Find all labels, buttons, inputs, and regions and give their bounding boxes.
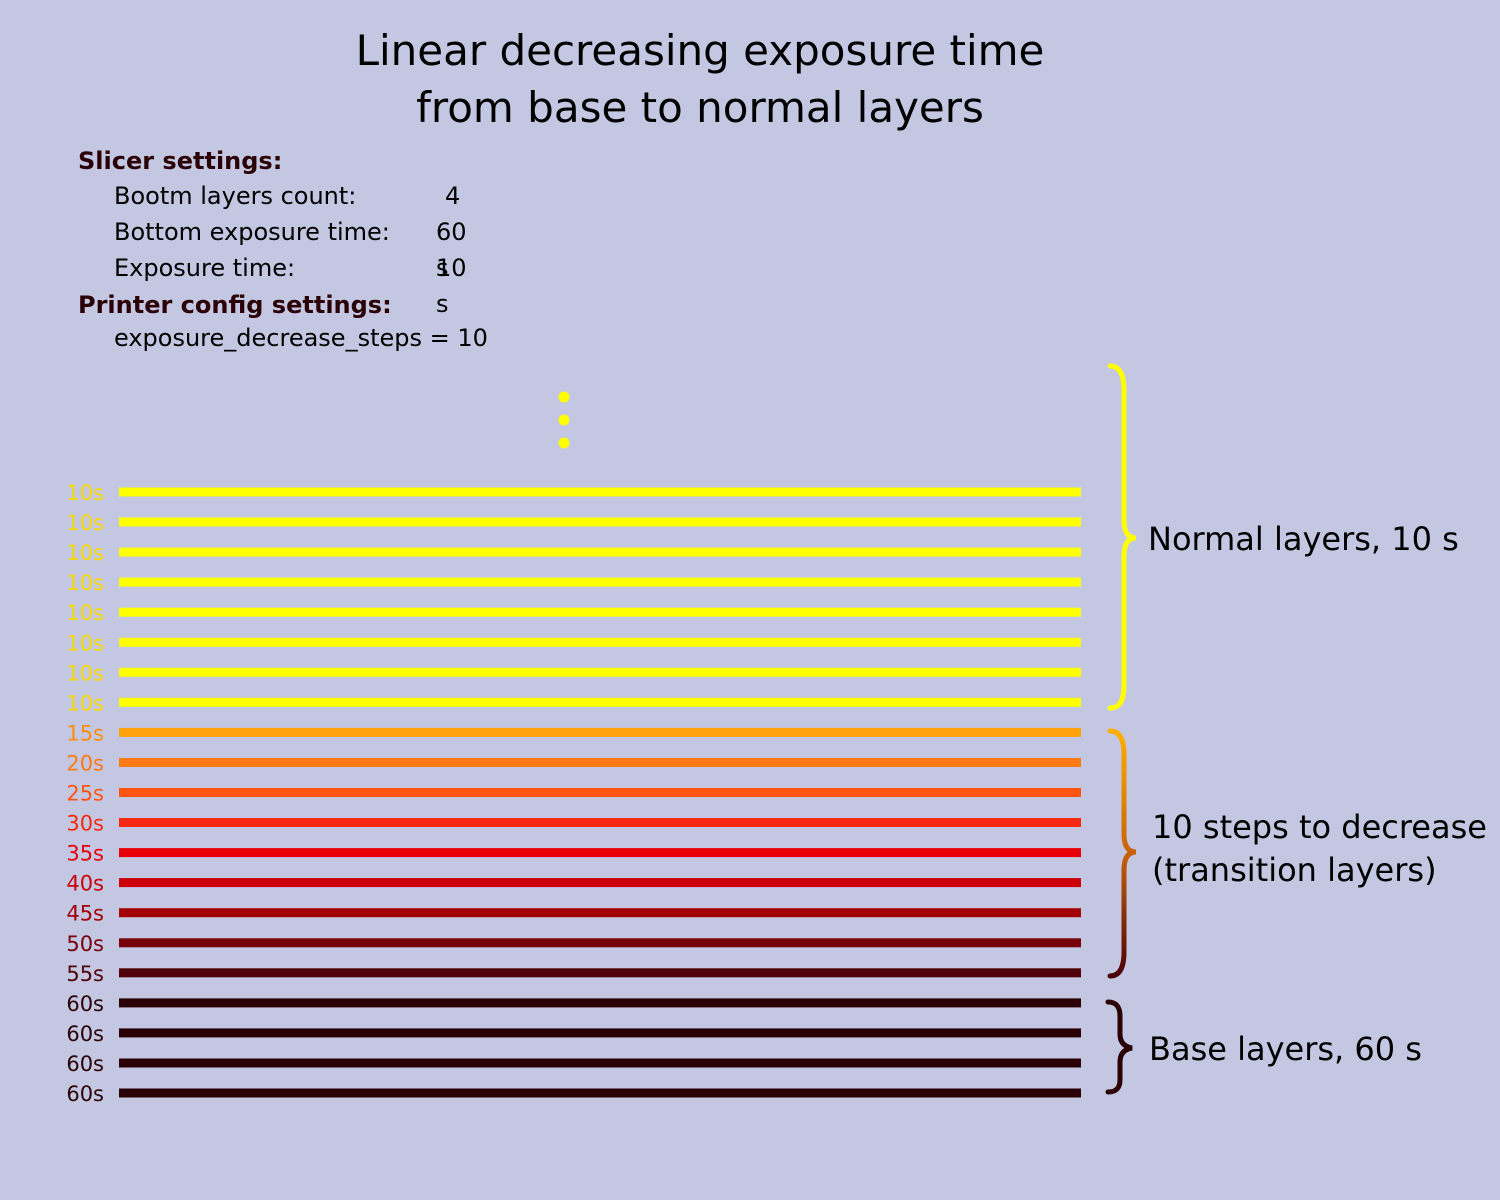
setting-label: Exposure time: <box>114 254 296 282</box>
layer-bar <box>119 697 1081 707</box>
layer-bar <box>119 637 1081 647</box>
transition-layers-label-line-1: 10 steps to decrease <box>1152 808 1487 846</box>
layer-bar <box>119 968 1081 978</box>
layer-exposure-label: 20s <box>66 752 104 776</box>
layer-exposure-label: 55s <box>66 962 104 986</box>
layer-exposure-label: 45s <box>66 902 104 926</box>
layer-exposure-label: 60s <box>66 1082 104 1106</box>
layer-bar <box>119 908 1081 918</box>
title-line-1: Linear decreasing exposure time <box>355 26 1045 75</box>
layer-exposure-label: 60s <box>66 992 104 1016</box>
setting-exposure-decrease-steps: exposure_decrease_steps = 10 <box>114 324 488 352</box>
layer-exposure-label: 10s <box>66 601 104 625</box>
layer-exposure-label: 10s <box>66 481 104 505</box>
slicer-settings-heading: Slicer settings: <box>78 147 283 175</box>
printer-config-heading: Printer config settings: <box>78 291 392 319</box>
layer-exposure-label: 60s <box>66 1022 104 1046</box>
layer-exposure-label: 10s <box>66 541 104 565</box>
normal-layers-label: Normal layers, 10 s <box>1148 520 1459 558</box>
layer-bar <box>119 727 1081 737</box>
layer-exposure-label: 30s <box>66 812 104 836</box>
transition-layers-label-line-2: (transition layers) <box>1152 851 1437 889</box>
layer-exposure-label: 35s <box>66 842 104 866</box>
continuation-dots <box>558 391 570 449</box>
base-layers-label: Base layers, 60 s <box>1149 1030 1422 1068</box>
normal-layers-brace <box>1107 363 1137 711</box>
continuation-dot <box>558 437 570 449</box>
layer-exposure-label: 15s <box>66 721 104 745</box>
layer-bar <box>119 818 1081 827</box>
setting-bottom-exposure-time: Bottom exposure time: 60 s <box>78 214 467 282</box>
transition-layers-brace <box>1107 728 1137 979</box>
layer-bar <box>119 517 1081 527</box>
layer-exposure-label: 25s <box>66 782 104 806</box>
setting-bottom-layers-count: Bootm layers count: 4 <box>78 178 460 214</box>
layer-bar <box>119 938 1081 948</box>
setting-value: 4 <box>445 182 461 210</box>
printer-config-settings: Printer config settings: exposure_decrea… <box>78 290 488 356</box>
diagram-title: Linear decreasing exposure time from bas… <box>0 22 1400 136</box>
layer-exposure-label: 60s <box>66 1052 104 1076</box>
layer-bar <box>119 577 1081 587</box>
layer-bar <box>119 1028 1081 1038</box>
setting-value: 10 s <box>436 254 467 318</box>
layer-bar <box>119 1088 1081 1098</box>
setting-exposure-time: Exposure time: 10 s <box>78 250 467 318</box>
layer-bar <box>119 607 1081 617</box>
layer-exposure-label: 10s <box>66 571 104 595</box>
layer-bar <box>119 667 1081 677</box>
layer-bar <box>119 848 1081 858</box>
layers: 60s 60s 60s 60s 55s 50s 45s 40s 35s 30s 25s 20s 15s 1… <box>66 481 1081 1106</box>
setting-value: 60 s <box>436 218 467 282</box>
layer-exposure-label: 10s <box>66 511 104 535</box>
setting-label: Bottom exposure time: <box>114 218 390 246</box>
layer-bar <box>119 878 1081 888</box>
layer-bar <box>119 788 1081 797</box>
continuation-dot <box>558 414 570 426</box>
setting-label: Bootm layers count: <box>114 182 357 210</box>
layer-exposure-label: 40s <box>66 872 104 896</box>
layer-exposure-label: 50s <box>66 932 104 956</box>
layer-bar <box>119 487 1081 497</box>
slicer-settings: Slicer settings: Bootm layers count: 4 B… <box>78 146 467 318</box>
layer-exposure-label: 10s <box>66 661 104 685</box>
layer-exposure-label: 10s <box>66 631 104 655</box>
base-layers-brace <box>1105 999 1133 1095</box>
continuation-dot <box>558 391 570 403</box>
layer-bar <box>119 998 1081 1008</box>
layer-bar <box>119 758 1081 767</box>
layer-exposure-label: 10s <box>66 691 104 715</box>
title-line-2: from base to normal layers <box>416 83 984 132</box>
layer-bar <box>119 1058 1081 1068</box>
layer-bar <box>119 547 1081 557</box>
